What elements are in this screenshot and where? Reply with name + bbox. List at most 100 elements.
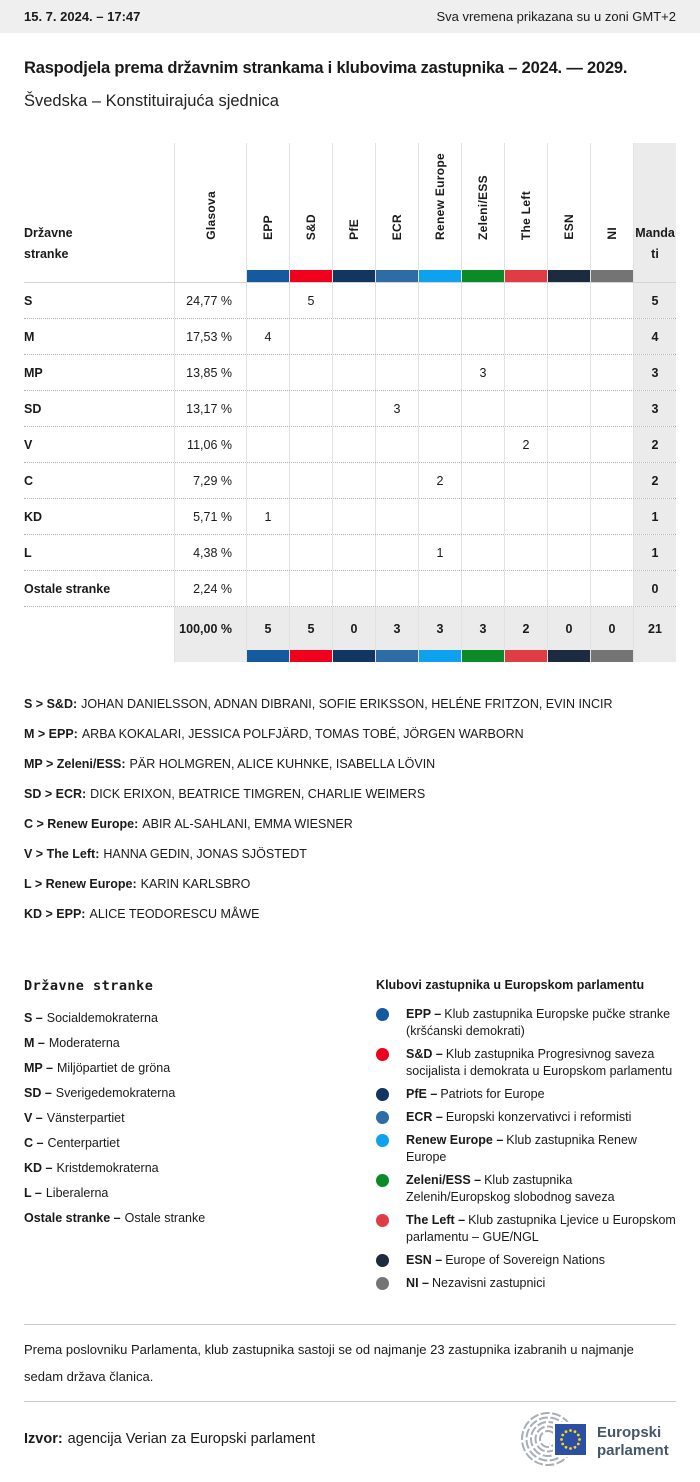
group-seats-cell <box>289 499 332 534</box>
group-seats-cell <box>590 427 633 462</box>
source-label: Izvor: <box>24 1431 63 1447</box>
group-seats-cell <box>332 463 375 498</box>
total-group-seats-cell: 5 <box>289 607 332 650</box>
mep-assignment: V > The Left: HANNA GEDIN, JONAS SJÖSTEDT <box>24 846 676 863</box>
column-header-seats: Mandati <box>633 143 676 270</box>
group-seats-cell <box>547 283 590 318</box>
total-seats-cell: 21 <box>633 607 676 650</box>
group-legend-text: ECR – Europski konzervativci i reformisti <box>406 1109 631 1126</box>
party-legend-item: S – Socialdemokraterna <box>24 1010 376 1026</box>
group-header-label: NI <box>605 227 619 240</box>
spacer-cell <box>633 650 676 662</box>
party-legend-code: S – <box>24 1011 43 1025</box>
group-legend-code: ECR – <box>406 1110 443 1124</box>
group-seats-cell <box>375 535 418 570</box>
group-seats-cell <box>332 427 375 462</box>
party-row: MP 13,85 % 3 3 <box>24 354 676 390</box>
group-header-label: PfE <box>347 219 361 240</box>
group-seats-cell <box>504 391 547 426</box>
total-group-seats-cell: 0 <box>590 607 633 650</box>
group-color-dot <box>376 1254 390 1267</box>
group-seats-cell <box>332 571 375 606</box>
group-color-bar <box>505 270 547 282</box>
group-seats-cell <box>461 427 504 462</box>
group-seats-cell <box>418 571 461 606</box>
party-legend-title: Državne stranke <box>24 978 154 994</box>
mep-assignment-names: KARIN KARLSBRO <box>140 877 251 891</box>
group-bar-cell <box>418 270 461 282</box>
party-row: SD 13,17 % 3 3 <box>24 390 676 426</box>
party-legend-name: Kristdemokraterna <box>56 1161 159 1175</box>
party-legend-item: Ostale stranke – Ostale stranke <box>24 1210 376 1226</box>
group-bar-cell <box>289 650 332 662</box>
party-legend-item: KD – Kristdemokraterna <box>24 1160 376 1176</box>
footer-note: Prema poslovniku Parlamenta, klub zastup… <box>24 1342 634 1384</box>
spacer-cell <box>174 270 246 282</box>
seats-cell: 3 <box>633 391 676 426</box>
group-seats-cell <box>375 463 418 498</box>
page-title: Raspodjela prema državnim strankama i kl… <box>24 59 628 77</box>
group-legend-text: ESN – Europe of Sovereign Nations <box>406 1252 605 1269</box>
group-seats-cell: 3 <box>461 355 504 390</box>
group-seats-cell <box>289 427 332 462</box>
group-legend-code: S&D – <box>406 1047 443 1061</box>
group-color-dot <box>376 1048 390 1061</box>
party-row: S 24,77 % 5 5 <box>24 283 676 318</box>
group-bar-cell <box>375 270 418 282</box>
party-legend-code: C – <box>24 1136 44 1150</box>
divider <box>24 1401 676 1402</box>
group-color-dot <box>376 1111 390 1124</box>
party-legend-item: L – Liberalerna <box>24 1185 376 1201</box>
column-header-group-5: Renew Europe <box>418 143 461 270</box>
votes-cell: 7,29 % <box>174 463 246 498</box>
group-legend-desc: Klub zastupnika Ljevice u Europskom parl… <box>406 1213 676 1244</box>
group-legend-item: Zeleni/ESS – Klub zastupnika Zelenih/Euro… <box>376 1172 676 1206</box>
party-row: Ostale stranke 2,24 % 0 <box>24 570 676 606</box>
seats-cell: 2 <box>633 427 676 462</box>
group-seats-cell <box>547 463 590 498</box>
mep-assignment-names: HANNA GEDIN, JONAS SJÖSTEDT <box>103 847 307 861</box>
group-bar-cell <box>289 270 332 282</box>
group-seats-cell <box>504 355 547 390</box>
legends: Državne stranke S – Socialdemokraterna M –… <box>24 978 676 1298</box>
group-seats-cell <box>332 355 375 390</box>
group-legend-code: The Left – <box>406 1213 466 1227</box>
votes-cell: 4,38 % <box>174 535 246 570</box>
votes-header-label: Glasova <box>203 191 218 240</box>
group-legend-desc: Klub zastupnika Europske pučke stranke (… <box>406 1007 671 1038</box>
group-bar-cell <box>418 650 461 662</box>
group-legend-item: ESN – Europe of Sovereign Nations <box>376 1252 676 1269</box>
mep-assignment-names: ABIR AL-SAHLANI, EMMA WIESNER <box>142 817 353 831</box>
group-seats-cell: 2 <box>504 427 547 462</box>
group-seats-cell <box>289 535 332 570</box>
group-seats-cell <box>461 391 504 426</box>
group-bar-cell <box>246 650 289 662</box>
group-header-label: Renew Europe <box>433 153 447 240</box>
group-seats-cell <box>418 319 461 354</box>
group-color-bar <box>419 650 461 662</box>
party-legend-items: S – Socialdemokraterna M – Moderaterna MP – M… <box>24 1010 376 1226</box>
mep-assignment-label: MP > Zeleni/ESS: <box>24 757 126 771</box>
timezone-note: Sva vremena prikazana su u zoni GMT+2 <box>436 9 676 24</box>
party-row: C 7,29 % 2 2 <box>24 462 676 498</box>
group-legend-desc: Patriots for Europe <box>440 1087 545 1101</box>
group-seats-cell <box>547 535 590 570</box>
party-legend-item: V – Vänsterpartiet <box>24 1110 376 1126</box>
mep-assignment: MP > Zeleni/ESS: PÄR HOLMGREN, ALICE KUHN… <box>24 756 676 773</box>
group-seats-cell: 5 <box>289 283 332 318</box>
ep-logo: Europski parlament <box>504 1410 676 1468</box>
group-seats-cell: 1 <box>246 499 289 534</box>
group-legend-code: NI – <box>406 1276 429 1290</box>
group-bar-cell <box>375 650 418 662</box>
group-legend-desc: Europe of Sovereign Nations <box>445 1253 606 1267</box>
group-bar-cell <box>246 270 289 282</box>
group-seats-cell <box>504 319 547 354</box>
total-group-seats-cell: 0 <box>547 607 590 650</box>
party-legend-item: M – Moderaterna <box>24 1035 376 1051</box>
total-group-seats-cell: 5 <box>246 607 289 650</box>
logo-text-line1: Europski <box>597 1424 661 1441</box>
page-subtitle: Švedska – Konstituirajuća sjednica <box>24 92 279 110</box>
column-header-group-2: S&D <box>289 143 332 270</box>
group-seats-cell <box>418 427 461 462</box>
group-legend-text: Zeleni/ESS – Klub zastupnika Zelenih/Euro… <box>406 1172 676 1206</box>
